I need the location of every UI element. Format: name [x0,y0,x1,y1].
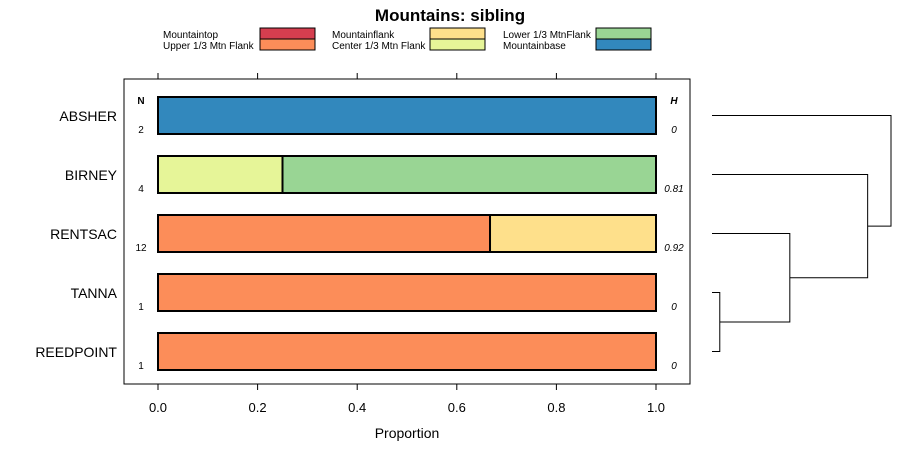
bar-segment [281,155,657,194]
n-value: 12 [135,243,147,254]
row-label: BIRNEY [65,167,118,183]
bar-row: ABSHER 2 0 [59,96,677,136]
h-header: H [670,96,678,107]
bar-row: RENTSAC 12 0.92 [50,214,684,254]
h-value: 0 [671,361,677,372]
bar-segment [489,214,657,253]
h-value: 0.92 [664,243,684,254]
x-tick-label: 0.0 [149,400,167,415]
bar-segment [157,273,657,312]
n-header: N [137,96,144,107]
chart-title: Mountains: sibling [375,6,525,25]
x-tick-label: 0.2 [249,400,267,415]
legend-swatch [259,27,316,40]
row-label: RENTSAC [50,226,117,242]
x-axis: 0.0 0.2 0.4 0.6 0.8 1.0 [149,73,665,415]
x-tick-label: 0.6 [448,400,466,415]
legend-swatch [595,27,652,40]
legend-swatch [595,38,652,51]
legend-label: Lower 1/3 MtnFlank [503,30,592,41]
legend-label: Center 1/3 Mtn Flank [332,41,426,52]
bar-row: TANNA 1 0 [71,273,677,313]
x-axis-title: Proportion [375,425,440,441]
row-label: REEDPOINT [35,344,117,360]
bar-segment [157,214,492,253]
dendrogram-link [712,292,721,352]
bar-segment [157,155,284,194]
bar-segment [157,332,657,371]
h-value: 0 [671,125,677,136]
dendrogram [712,115,892,352]
legend-label: Mountaintop [163,30,218,41]
legend-swatch [429,27,486,40]
legend-swatch [429,38,486,51]
row-label: ABSHER [59,108,117,124]
h-value: 0.81 [664,184,683,195]
legend-label: Mountainbase [503,41,566,52]
n-value: 2 [138,125,144,136]
bar-segment [157,96,657,135]
legend-label: Upper 1/3 Mtn Flank [163,41,255,52]
n-value: 4 [138,184,144,195]
bar-row: BIRNEY 4 0.81 [65,155,684,195]
dendrogram-link [712,174,869,279]
n-value: 1 [138,302,144,313]
x-tick-label: 1.0 [647,400,665,415]
h-value: 0 [671,302,677,313]
row-label: TANNA [71,285,118,301]
x-tick-label: 0.8 [547,400,565,415]
dendrogram-link [712,233,791,323]
n-value: 1 [138,361,144,372]
x-tick-label: 0.4 [348,400,366,415]
bar-row: REEDPOINT 1 0 [35,332,677,372]
plot-frame [123,78,691,385]
legend-label: Mountainflank [332,30,395,41]
dendrogram-link [712,115,892,227]
legend-swatch [259,38,316,51]
